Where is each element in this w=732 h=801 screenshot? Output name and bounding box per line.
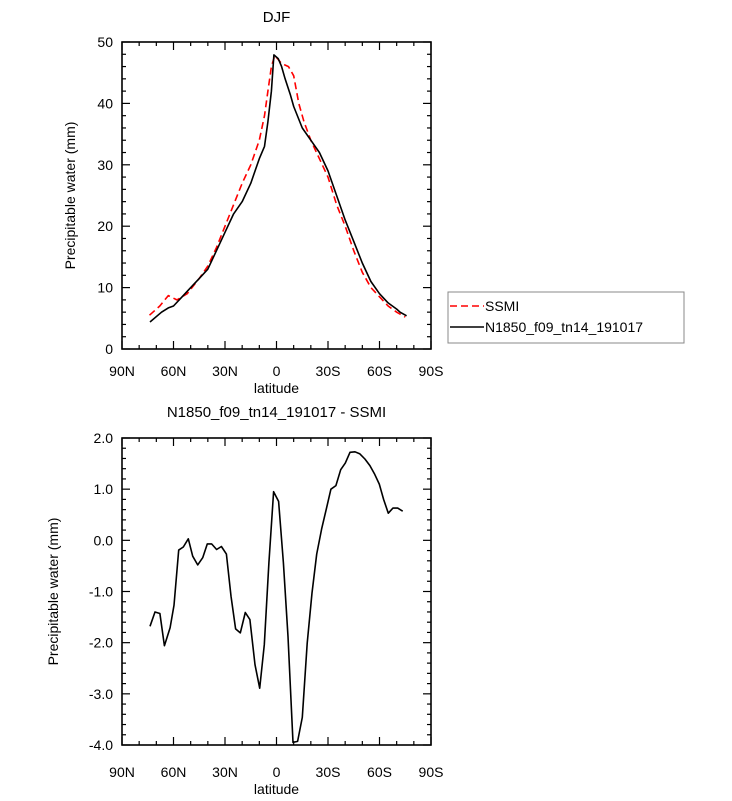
x-tick-label: 30S xyxy=(316,363,341,379)
x-axis-label: latitude xyxy=(254,380,299,396)
x-tick-label: 30N xyxy=(212,363,238,379)
legend-box xyxy=(447,291,685,344)
plot-panel-1: 90N 60N 30N 0 30S 60S 90S 0 10 20 30 40 50 DJF latitud… xyxy=(62,9,443,396)
y-tick-label: 10 xyxy=(97,280,113,296)
y-tick-label: -1.0 xyxy=(89,584,113,600)
x-tick-label: 0 xyxy=(273,764,281,780)
x-tick-label: 60S xyxy=(367,363,392,379)
y-tick-label: -4.0 xyxy=(89,737,113,753)
legend-label: SSMI xyxy=(485,298,519,314)
y-tick-label: 2.0 xyxy=(94,430,114,446)
y-axis-label: Precipitable water (mm) xyxy=(45,518,61,666)
series-line-n1850-f09-tn14-191017 xyxy=(149,54,407,323)
series-line-ssmi xyxy=(148,54,406,318)
plot-frame xyxy=(121,41,432,350)
x-axis-label: latitude xyxy=(254,781,299,797)
y-tick-label: 0 xyxy=(105,341,113,357)
y-tick-label: 20 xyxy=(97,218,113,234)
legend: SSMI N1850_f09_tn14_191017 xyxy=(447,291,685,344)
plot-panel-2: 90N 60N 30N 0 30S 60S 90S -4.0 -3.0 -2.0 -1.0 0.0 1.… xyxy=(45,404,443,797)
x-tick-label: 30N xyxy=(212,764,238,780)
x-tick-label: 90S xyxy=(419,764,444,780)
x-tick-label: 30S xyxy=(316,764,341,780)
x-tick-label: 60N xyxy=(161,363,187,379)
x-tick-label: 90N xyxy=(109,363,135,379)
x-tick-label: 0 xyxy=(273,363,281,379)
x-tick-label: 60S xyxy=(367,764,392,780)
series-line-difference xyxy=(149,450,404,744)
y-tick-label: -2.0 xyxy=(89,635,113,651)
plot-frame xyxy=(121,437,432,746)
legend-label: N1850_f09_tn14_191017 xyxy=(485,319,643,335)
x-tick-label: 90N xyxy=(109,764,135,780)
y-tick-label: 30 xyxy=(97,157,113,173)
y-axis-label: Precipitable water (mm) xyxy=(62,122,78,270)
chart-title: N1850_f09_tn14_191017 - SSMI xyxy=(167,404,386,421)
y-tick-label: 50 xyxy=(97,34,113,50)
y-tick-label: 0.0 xyxy=(94,532,114,548)
y-tick-label: 40 xyxy=(97,95,113,111)
chart-title: DJF xyxy=(263,9,291,26)
y-tick-label: 1.0 xyxy=(94,481,114,497)
x-tick-label: 60N xyxy=(161,764,187,780)
x-tick-label: 90S xyxy=(419,363,444,379)
y-tick-label: -3.0 xyxy=(89,686,113,702)
